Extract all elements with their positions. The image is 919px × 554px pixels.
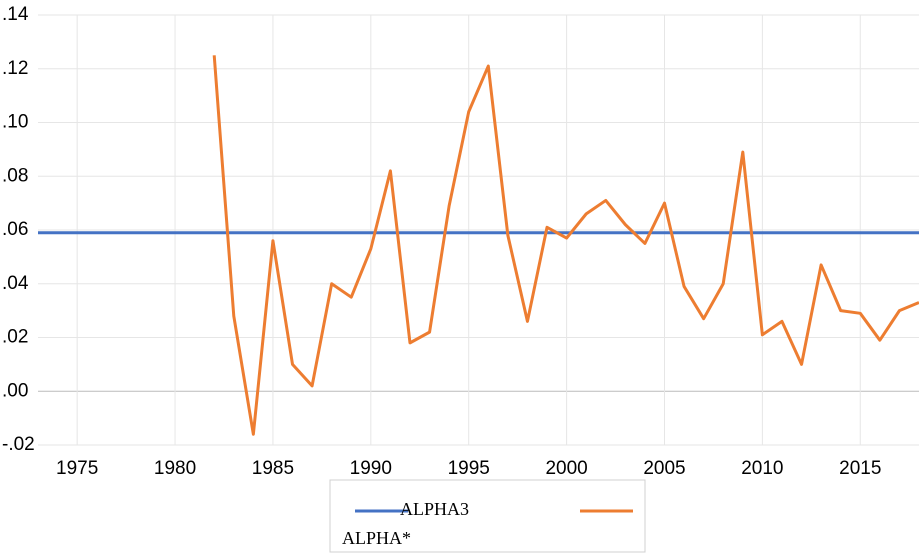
- y-tick-label: .12: [2, 58, 28, 79]
- y-tick-label: -.02: [2, 434, 35, 455]
- y-tick-label: .10: [2, 112, 28, 133]
- x-tick-label: 1990: [350, 458, 392, 479]
- x-tick-label: 1995: [448, 458, 490, 479]
- y-tick-label: .00: [2, 380, 28, 401]
- y-tick-label: .04: [2, 273, 29, 294]
- y-tick-label: .02: [2, 327, 28, 348]
- x-tick-label: 2015: [839, 458, 881, 479]
- legend-label: ALPHA*: [342, 528, 411, 548]
- legend-box: [329, 479, 646, 553]
- x-tick-label: 1975: [56, 458, 98, 479]
- series-line: [212, 55, 919, 436]
- x-tick-label: 1985: [252, 458, 294, 479]
- y-tick-label: .08: [2, 165, 28, 186]
- x-tick-label: 2005: [643, 458, 685, 479]
- y-tick-label: .06: [2, 219, 28, 240]
- x-tick-label: 2010: [741, 458, 783, 479]
- y-tick-label: .14: [2, 4, 29, 25]
- x-tick-label: 1980: [154, 458, 196, 479]
- x-tick-label: 2000: [545, 458, 587, 479]
- legend-label: ALPHA3: [400, 499, 469, 519]
